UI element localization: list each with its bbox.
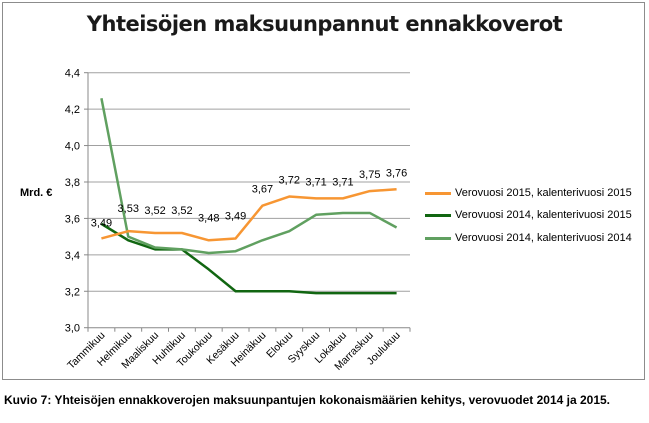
legend-swatch	[425, 236, 451, 240]
y-tick-label: 3,6	[65, 213, 80, 225]
legend-swatch	[425, 213, 451, 217]
y-tick-label: 4,4	[65, 68, 80, 80]
legend-label: Verovuosi 2014, kalenterivuosi 2014	[455, 232, 632, 244]
chart-frame	[2, 2, 645, 380]
data-label: 3,71	[305, 176, 326, 188]
y-tick-label: 4,0	[65, 141, 80, 153]
data-label: 3,53	[118, 203, 139, 215]
series-line-1	[101, 188, 397, 242]
chart-title: Yhteisöjen maksuunpannut ennakkoverot	[86, 12, 563, 36]
legend-item-3: Verovuosi 2014, kalenterivuosi 2014	[425, 232, 632, 244]
legend-item-2: Verovuosi 2014, kalenterivuosi 2015	[425, 209, 632, 221]
data-label: 3,72	[279, 175, 300, 187]
figure-caption: Kuvio 7: Yhteisöjen ennakkoverojen maksu…	[4, 393, 611, 407]
legend-label: Verovuosi 2014, kalenterivuosi 2015	[455, 209, 632, 221]
data-label: 3,48	[198, 212, 219, 224]
y-tick-label: 3,8	[65, 177, 80, 189]
y-tick-label: 4,2	[65, 104, 80, 116]
legend-swatch	[425, 191, 451, 195]
data-label: 3,76	[386, 167, 407, 179]
y-tick-label: 3,4	[65, 250, 80, 262]
data-label: 3,67	[252, 184, 273, 196]
legend-item-1: Verovuosi 2015, kalenterivuosi 2015	[425, 187, 632, 199]
data-label: 3,52	[144, 205, 165, 217]
y-tick-label: 3,0	[65, 323, 80, 335]
series-line-2	[100, 222, 397, 295]
data-label: 3,75	[359, 169, 380, 181]
data-label: 3,71	[332, 176, 353, 188]
data-label: 3,52	[171, 205, 192, 217]
y-axis-label: Mrd. €	[20, 187, 52, 199]
legend-label: Verovuosi 2015, kalenterivuosi 2015	[455, 187, 632, 199]
data-label: 3,49	[225, 210, 246, 222]
y-tick-label: 3,2	[65, 286, 80, 298]
series-line-3	[100, 97, 398, 255]
data-label: 3,49	[91, 217, 112, 229]
